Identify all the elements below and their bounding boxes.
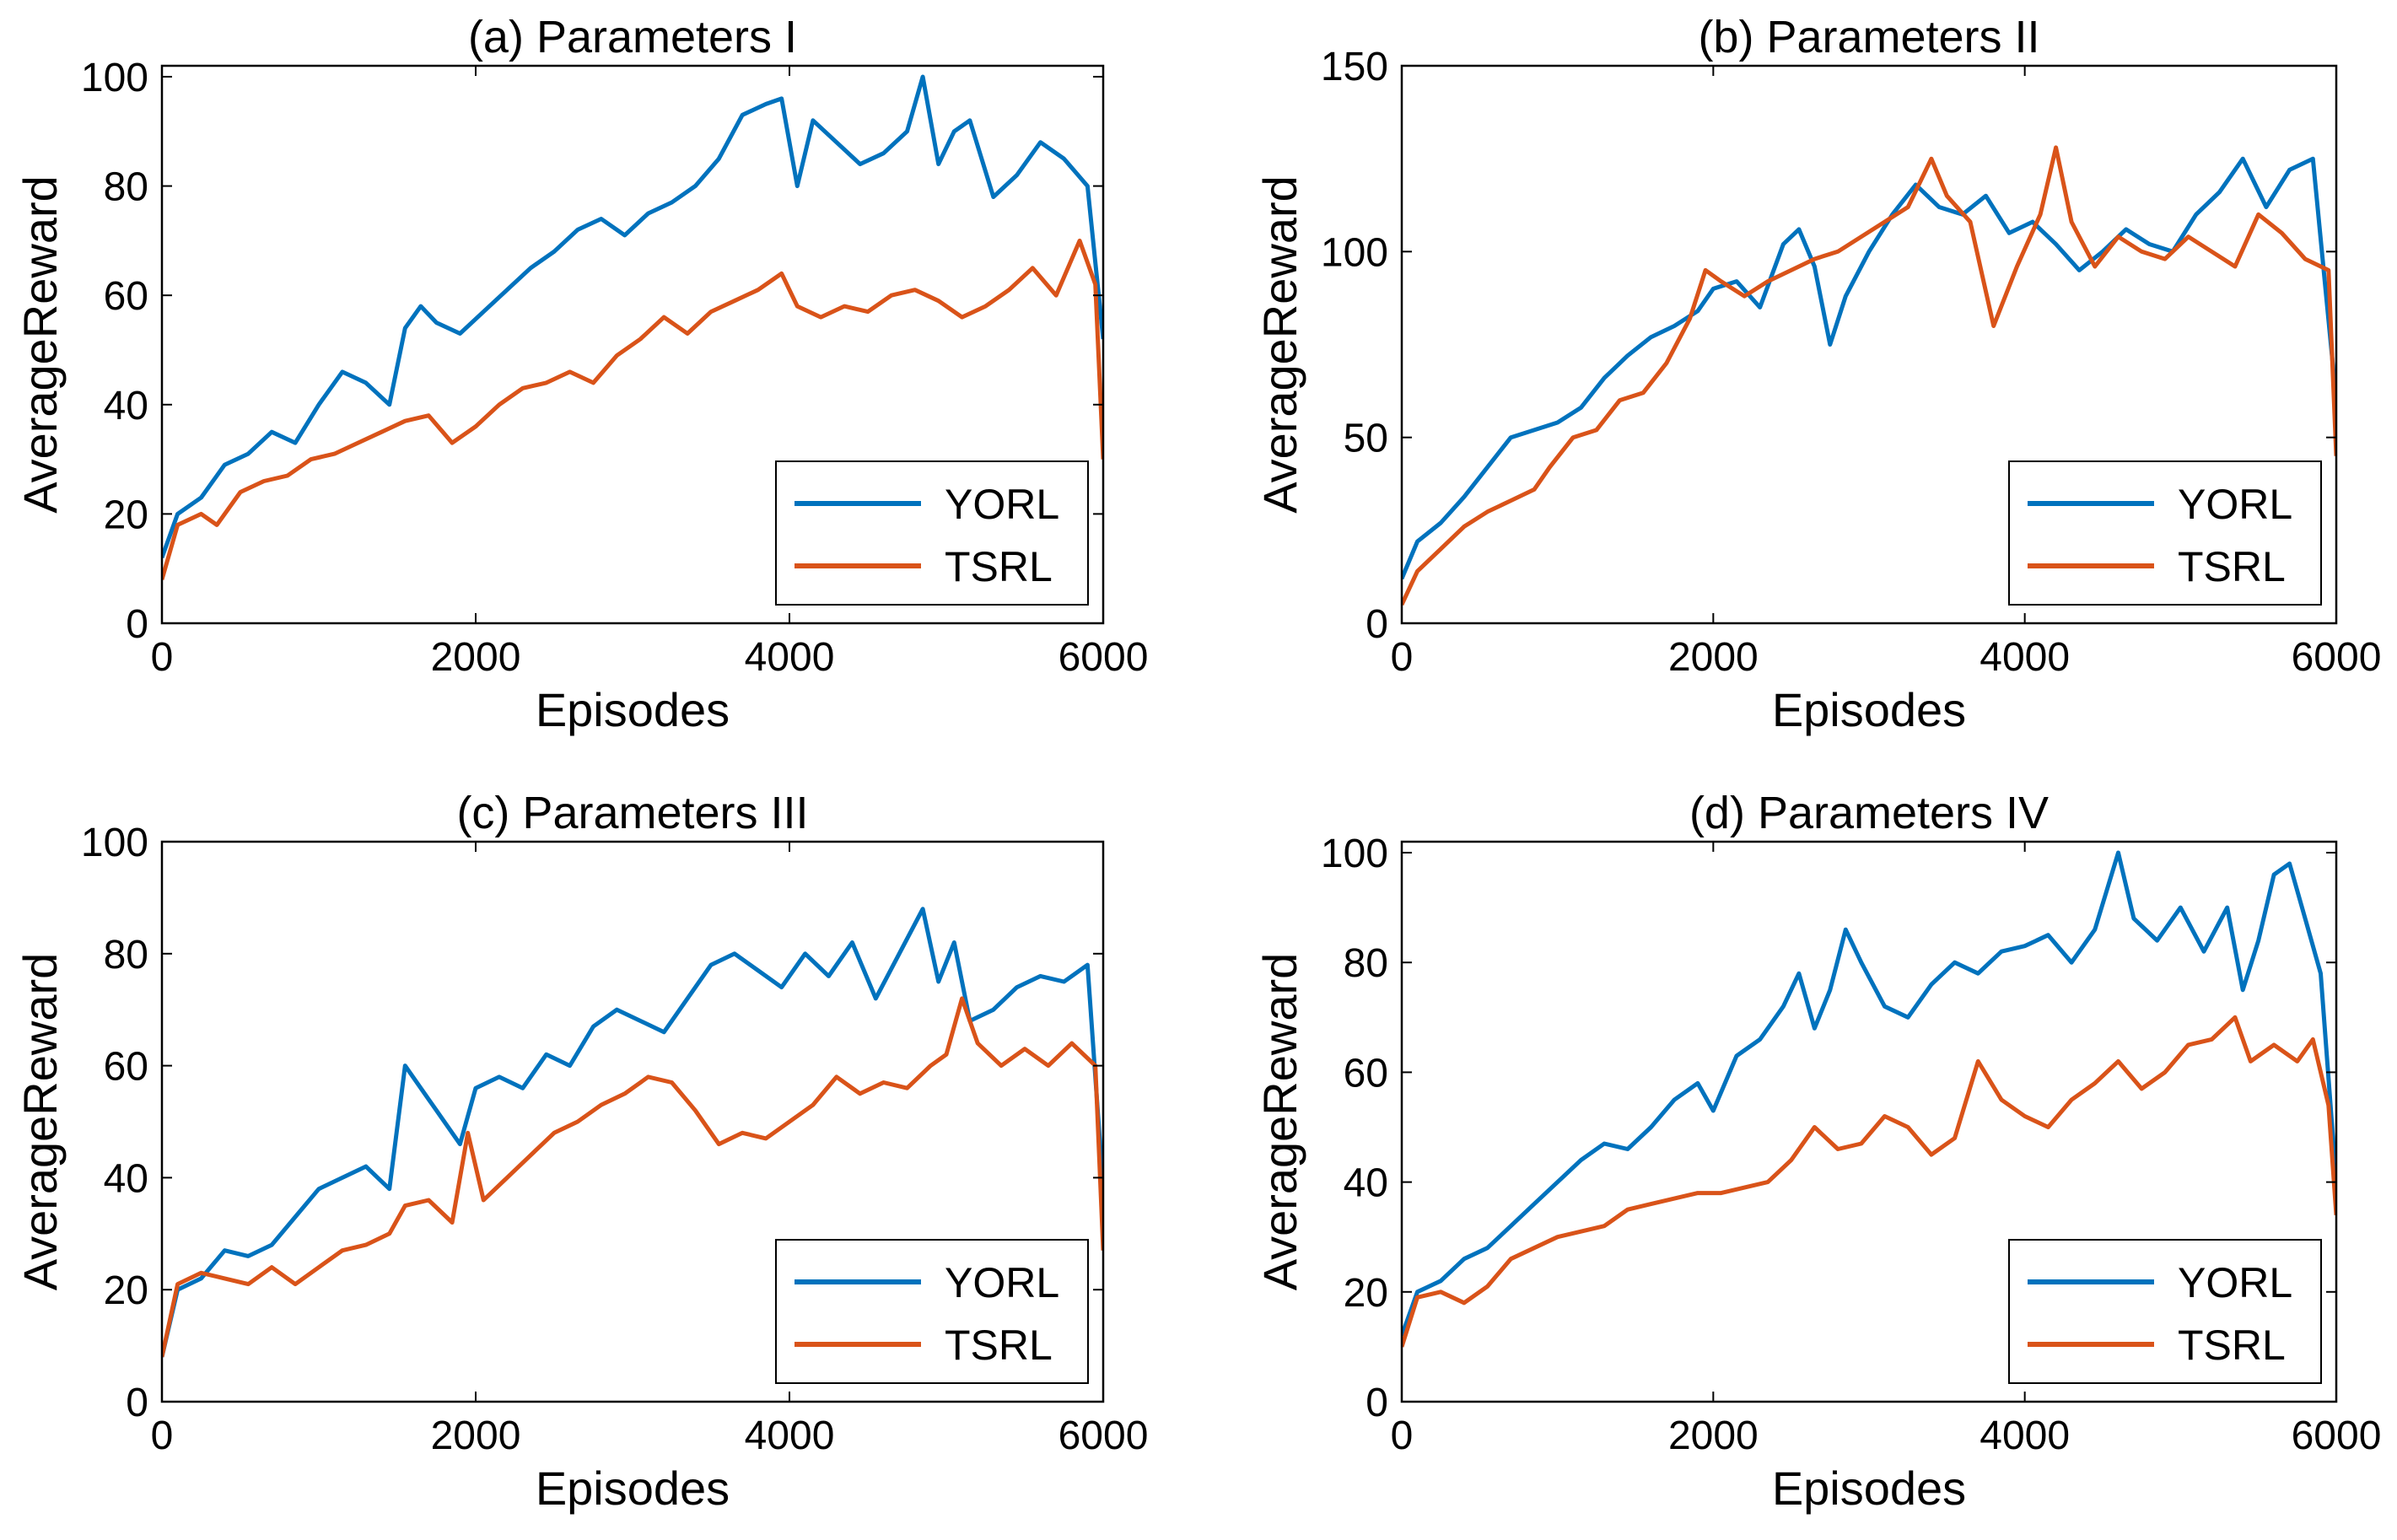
x-tick-label: 4000 <box>745 1413 835 1458</box>
legend-label-tsrl: TSRL <box>945 1322 1053 1369</box>
y-tick-label: 60 <box>1344 1051 1388 1096</box>
y-tick-label: 80 <box>104 933 148 977</box>
y-tick-label: 0 <box>126 602 148 647</box>
y-axis-label: AverageReward <box>13 175 67 514</box>
panel-title: (b) Parameters II <box>1698 12 2039 62</box>
legend-label-tsrl: TSRL <box>2178 1322 2286 1369</box>
legend: YORL TSRL <box>775 460 1089 606</box>
y-tick-label: 60 <box>104 274 148 319</box>
panel-title: (d) Parameters IV <box>1689 788 2049 838</box>
series-line-tsrl <box>162 996 1103 1358</box>
legend-label-yorl: YORL <box>2178 481 2292 528</box>
axes-box <box>160 64 1105 625</box>
subplot-c: 0 2000 4000 6000 0 20 40 60 80 100 (c) Parameters … <box>13 788 1148 1515</box>
subplot-a: 0 2000 4000 6000 0 20 40 60 80 100 (a) Parameters … <box>13 12 1148 736</box>
x-tick-label: 6000 <box>1058 1413 1149 1458</box>
y-axis-label: AverageReward <box>13 953 67 1291</box>
y-tick-label: 80 <box>104 165 148 210</box>
y-tick-label: 100 <box>1321 230 1388 275</box>
legend-box <box>775 1239 1089 1384</box>
y-tick-label: 100 <box>81 56 148 100</box>
x-tick-label: 0 <box>1391 635 1414 680</box>
y-tick-label: 20 <box>104 1268 148 1313</box>
legend: YORL TSRL <box>2008 460 2322 606</box>
y-tick-label: 0 <box>1365 1381 1388 1425</box>
y-tick-label: 100 <box>1321 832 1388 876</box>
y-tick-label: 50 <box>1344 417 1388 461</box>
x-tick-label: 2000 <box>431 1413 521 1458</box>
x-axis-label: Episodes <box>1772 1462 1966 1515</box>
axes-box <box>160 840 1105 1403</box>
legend-label-yorl: YORL <box>945 1259 1059 1306</box>
legend-box <box>2008 460 2322 606</box>
x-tick-label: 4000 <box>1980 635 2070 680</box>
y-tick-label: 150 <box>1321 45 1388 89</box>
series-line-tsrl <box>162 238 1103 580</box>
subplot-d: 0 2000 4000 6000 0 20 40 60 80 100 (d) Parameters … <box>1253 788 2381 1515</box>
legend-label-yorl: YORL <box>945 481 1059 528</box>
subplot-b: 0 2000 4000 6000 0 50 100 150 (b) Parameters II E… <box>1253 12 2381 736</box>
x-tick-label: 2000 <box>1668 1413 1759 1458</box>
y-tick-label: 80 <box>1344 941 1388 986</box>
series-line-tsrl <box>1402 1015 2336 1348</box>
x-axis-label: Episodes <box>536 1462 730 1515</box>
x-tick-label: 2000 <box>431 635 521 680</box>
series-line-tsrl <box>1402 145 2336 606</box>
legend-box <box>2008 1239 2322 1384</box>
x-axis-label: Episodes <box>536 683 730 736</box>
y-axis-label: AverageReward <box>1253 953 1306 1291</box>
y-tick-label: 0 <box>1365 602 1388 647</box>
x-tick-label: 0 <box>1391 1413 1414 1458</box>
legend: YORL TSRL <box>775 1239 1089 1384</box>
series-line-yorl <box>162 907 1103 1358</box>
legend-label-tsrl: TSRL <box>945 543 1053 590</box>
legend-label-yorl: YORL <box>2178 1259 2292 1306</box>
x-tick-label: 2000 <box>1668 635 1759 680</box>
y-tick-label: 0 <box>126 1381 148 1425</box>
y-tick-label: 20 <box>1344 1271 1388 1316</box>
y-tick-label: 40 <box>104 1156 148 1201</box>
axes-box <box>1400 64 2338 625</box>
x-axis-label: Episodes <box>1772 683 1966 736</box>
y-tick-label: 40 <box>104 384 148 428</box>
legend-box <box>775 460 1089 606</box>
legend: YORL TSRL <box>2008 1239 2322 1384</box>
x-tick-label: 0 <box>151 1413 174 1458</box>
x-tick-label: 6000 <box>1058 635 1149 680</box>
x-tick-label: 6000 <box>2292 1413 2382 1458</box>
x-tick-label: 0 <box>151 635 174 680</box>
y-tick-label: 60 <box>104 1045 148 1090</box>
axes-box <box>1400 840 2338 1403</box>
y-tick-label: 20 <box>104 493 148 537</box>
y-tick-label: 40 <box>1344 1161 1388 1206</box>
panel-title: (c) Parameters III <box>456 788 808 838</box>
y-axis-label: AverageReward <box>1253 175 1306 514</box>
series-line-yorl <box>1402 850 2336 1337</box>
x-tick-label: 4000 <box>745 635 835 680</box>
series-line-yorl <box>162 74 1103 559</box>
panel-title: (a) Parameters I <box>468 12 797 62</box>
y-tick-label: 100 <box>81 821 148 865</box>
x-tick-label: 4000 <box>1980 1413 2070 1458</box>
legend-label-tsrl: TSRL <box>2178 543 2286 590</box>
x-tick-label: 6000 <box>2292 635 2382 680</box>
